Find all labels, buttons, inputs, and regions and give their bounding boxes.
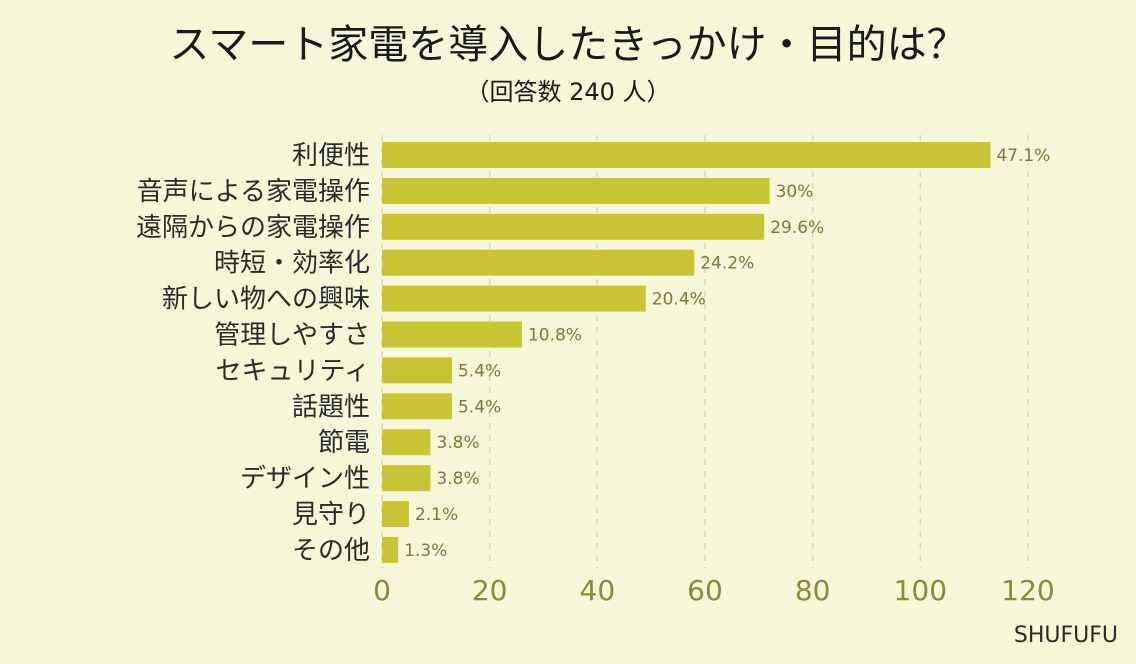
bar <box>382 285 646 312</box>
category-label: 遠隔からの家電操作 <box>136 213 370 243</box>
data-label: 20.4% <box>652 290 706 310</box>
bar <box>382 501 409 527</box>
x-tick-label: 0 <box>373 574 391 607</box>
bar <box>382 249 695 276</box>
category-label: セキュリティ <box>216 356 370 386</box>
bar <box>382 357 452 384</box>
chart-title: スマート家電を導入したきっかけ・目的は？ <box>169 22 966 68</box>
category-label: 利便性 <box>292 141 370 171</box>
data-label: 47.1% <box>996 146 1050 166</box>
bar <box>382 321 522 348</box>
x-tick-label: 40 <box>580 574 616 607</box>
bar <box>382 177 770 204</box>
bar <box>382 465 431 492</box>
data-label: 1.3% <box>404 541 447 561</box>
x-tick-label: 120 <box>1001 574 1054 607</box>
category-label: 音声による家電操作 <box>137 177 370 207</box>
category-label: 管理しやすさ <box>214 321 370 351</box>
bar <box>382 429 431 456</box>
x-tick-label: 60 <box>687 574 723 607</box>
grid-lines <box>381 135 1029 568</box>
category-labels: 利便性音声による家電操作遠隔からの家電操作時短・効率化新しい物への興味管理しやす… <box>136 141 370 566</box>
data-label: 5.4% <box>458 361 501 381</box>
data-label: 3.8% <box>436 469 479 489</box>
chart-subtitle: （回答数 240 人） <box>465 78 670 106</box>
bar <box>382 393 452 420</box>
brand-logo-text: SHUFUFU <box>1014 623 1118 648</box>
x-tick-label: 80 <box>795 574 831 607</box>
data-label: 30% <box>776 182 814 202</box>
data-label: 5.4% <box>458 397 501 417</box>
category-label: 新しい物への興味 <box>162 285 370 315</box>
x-axis-ticks: 0 20 40 60 80 100 120 <box>373 574 1055 607</box>
bar <box>382 213 765 240</box>
category-label: 時短・効率化 <box>214 249 370 279</box>
data-label: 24.2% <box>700 254 754 274</box>
data-label: 29.6% <box>770 218 824 238</box>
category-label: デザイン性 <box>240 464 370 494</box>
category-label: 話題性 <box>292 392 370 422</box>
category-label: 見守り <box>292 500 370 530</box>
category-label: 節電 <box>318 428 370 458</box>
bar <box>382 142 991 168</box>
bar <box>382 536 399 563</box>
data-label: 10.8% <box>528 326 582 346</box>
bars-group: 47.1% 30% 29.6% 24.2% 20.4% 10.8% 5.4% 5.4% 3.8%… <box>382 142 1050 563</box>
x-tick-label: 20 <box>472 574 508 607</box>
data-label: 2.1% <box>415 505 458 525</box>
data-label: 3.8% <box>436 433 479 453</box>
x-tick-label: 100 <box>894 574 947 607</box>
category-label: その他 <box>292 536 370 566</box>
